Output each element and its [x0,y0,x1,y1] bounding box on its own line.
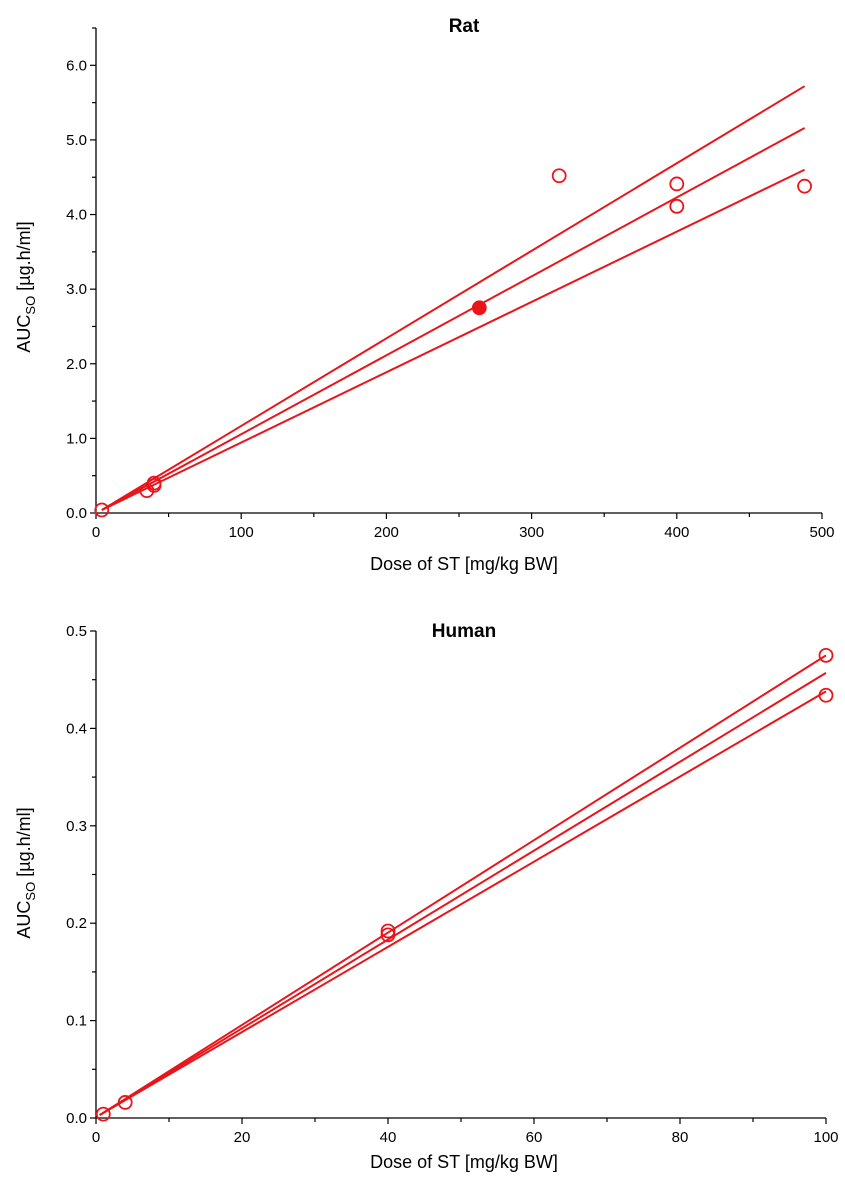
data-point-filled [471,300,487,316]
x-tick-label: 20 [234,1129,251,1146]
data-point [94,502,110,518]
y-tick-label: 0.0 [66,505,87,522]
y-tick-label: 5.0 [66,132,87,149]
y-tick-label: 3.0 [66,281,87,298]
chart-title: Human [432,621,496,642]
chart-title: Rat [449,16,480,37]
y-tick-label: 0.4 [66,720,87,737]
data-point [818,647,834,663]
x-tick-label: 300 [519,524,544,541]
y-tick-label: 2.0 [66,356,87,373]
data-point [117,1095,133,1110]
rat-panel: Rat 0 100 200 300 400 500 0.0 1.0 2.0 3.0 4.0 5.0 6.… [14,16,835,574]
regression-line [99,654,827,1116]
plot-marks [95,647,834,1122]
y-tick-label: 4.0 [66,207,87,224]
y-axis-title: AUCSO [µg.h/ml] [14,221,38,352]
x-axis-title: Dose of ST [mg/kg BW] [370,1152,558,1172]
data-point [797,178,812,194]
axes: 0 20 40 60 80 100 0.0 0.1 0.2 0.3 0.4 0.5 [66,623,838,1146]
y-axis-title: AUCSO [µg.h/ml] [14,807,38,938]
x-tick-label: 0 [92,1129,100,1146]
y-tick-label: 0.0 [66,1110,87,1127]
data-point [818,687,834,703]
y-tick-label: 0.3 [66,818,87,835]
x-tick-label: 400 [664,524,689,541]
x-tick-label: 0 [92,524,100,541]
data-point [669,198,685,214]
regression-line [99,672,827,1116]
regression-line [101,168,806,511]
x-tick-label: 80 [672,1129,689,1146]
x-tick-label: 100 [813,1129,838,1146]
x-tick-label: 500 [809,524,834,541]
x-tick-label: 60 [526,1129,543,1146]
regression-line [101,85,806,511]
x-tick-label: 200 [374,524,399,541]
x-tick-label: 40 [380,1129,397,1146]
y-tick-label: 0.1 [66,1013,87,1030]
axes: 0 100 200 300 400 500 0.0 1.0 2.0 3.0 4.0 5.0 6.0 [66,27,835,541]
data-point [95,1106,111,1122]
regression-line [101,127,806,511]
plot-marks [94,85,812,518]
data-point [146,475,162,491]
data-point [380,927,396,943]
y-tick-label: 1.0 [66,430,87,447]
data-point [669,176,685,192]
human-panel: Human 0 20 40 60 80 100 0.0 0.1 0.2 0.3 0.4 0.5 Dos… [14,621,839,1172]
data-point [380,923,396,939]
y-tick-label: 0.5 [66,623,87,640]
x-axis-title: Dose of ST [mg/kg BW] [370,554,558,574]
y-tick-label: 0.2 [66,915,87,932]
regression-line [99,690,827,1116]
x-tick-label: 100 [229,524,254,541]
y-tick-label: 6.0 [66,57,87,74]
data-point [551,168,567,184]
